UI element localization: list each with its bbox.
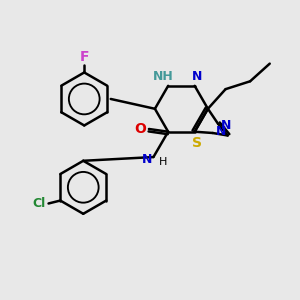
Text: Cl: Cl <box>32 197 45 210</box>
Text: N: N <box>191 70 202 83</box>
Text: H: H <box>159 157 168 167</box>
Text: N: N <box>215 124 226 137</box>
Text: O: O <box>134 122 146 136</box>
Text: S: S <box>192 136 202 149</box>
Text: N: N <box>221 119 231 132</box>
Text: F: F <box>80 50 89 64</box>
Text: NH: NH <box>153 70 174 83</box>
Text: N: N <box>142 152 153 166</box>
